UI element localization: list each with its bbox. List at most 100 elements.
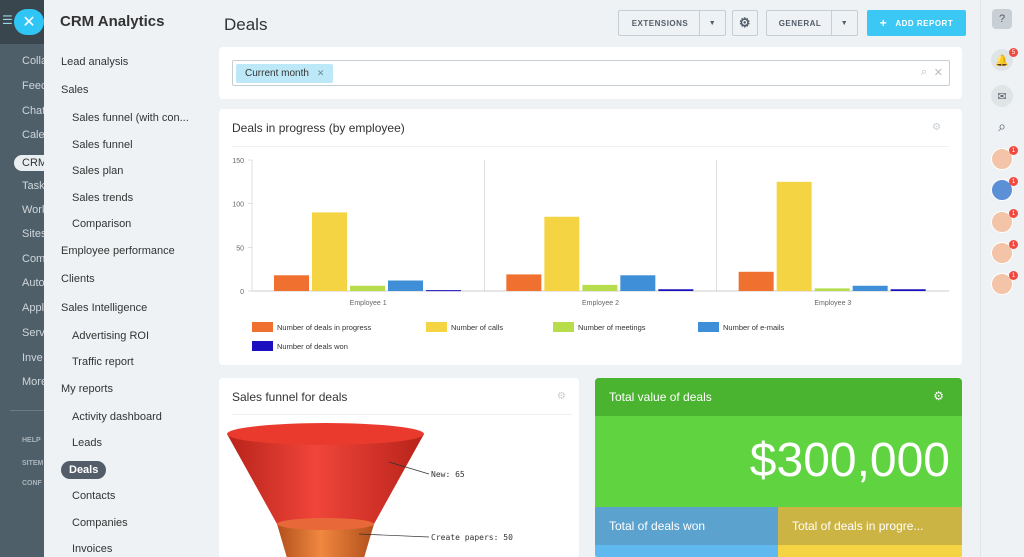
portal-menu-item[interactable]: Com: [22, 253, 44, 265]
sidebar-item[interactable]: Comparison: [72, 218, 132, 230]
analytics-sidebar: CRM Analytics Lead analysis Sales Sales fu…: [44, 0, 205, 557]
portal-menu-item[interactable]: Work: [22, 204, 44, 216]
plus-icon: +: [879, 16, 888, 30]
close-icon: ✕: [22, 14, 36, 31]
widget-header: Total value of deals ⚙: [595, 378, 962, 416]
funnel-stage-create-papers[interactable]: [277, 524, 374, 557]
contact-avatar[interactable]: [991, 179, 1013, 201]
sidebar-item[interactable]: Employee performance: [61, 245, 175, 257]
legend-swatch: [553, 322, 574, 332]
bar-chart: 0 50 100 150 Employee 1 Employee 2 Employee 3 N…: [232, 158, 949, 351]
messages-icon[interactable]: ✉: [991, 85, 1013, 107]
widget-settings-icon[interactable]: ⚙: [557, 391, 566, 402]
sidebar-item[interactable]: Lead analysis: [61, 56, 129, 68]
chevron-down-icon[interactable]: ▼: [831, 11, 857, 35]
sidebar-item[interactable]: Invoices: [72, 543, 113, 555]
chevron-down-icon[interactable]: ▼: [699, 11, 725, 35]
portal-menu-footer-item[interactable]: HELP: [22, 437, 41, 444]
filter-input[interactable]: Current month ✕ ⌕ ✕: [232, 60, 950, 86]
close-slider-button[interactable]: ✕: [14, 9, 44, 35]
sidebar-item[interactable]: Contacts: [72, 490, 116, 502]
portal-menu-item[interactable]: Inve: [22, 352, 43, 364]
filter-chip[interactable]: Current month ✕: [236, 64, 334, 83]
bar-number-of-meetings: [582, 284, 618, 291]
notification-badge: 5: [1009, 48, 1018, 57]
sidebar-item[interactable]: Sales funnel (with con...: [72, 112, 189, 124]
general-label: GENERAL: [778, 18, 822, 28]
add-report-button[interactable]: + ADD REPORT: [867, 10, 966, 36]
widget-settings-icon[interactable]: ⚙: [933, 389, 944, 403]
bell-icon[interactable]: 🔔: [991, 49, 1013, 71]
legend-swatch: [252, 341, 273, 351]
bar-number-of-deals-in-progress: [274, 275, 309, 291]
widget-settings-icon[interactable]: ⚙: [932, 122, 941, 133]
contact-avatar[interactable]: [991, 148, 1013, 170]
sidebar-item[interactable]: Sales trends: [72, 192, 134, 204]
sidebar-item[interactable]: My reports: [61, 383, 113, 395]
portal-menu-item[interactable]: Chat: [22, 105, 44, 117]
search-icon[interactable]: ⌕: [998, 117, 1006, 134]
sidebar-item[interactable]: Leads: [72, 437, 102, 449]
deals-in-progress-tile[interactable]: Total of deals in progre...: [778, 507, 962, 557]
sidebar-item[interactable]: Sales: [61, 84, 89, 96]
tile-footer: [778, 545, 962, 557]
sidebar-item[interactable]: Clients: [61, 273, 95, 285]
sidebar-title: CRM Analytics: [60, 13, 165, 30]
widget-title: Sales funnel for deals: [232, 390, 348, 404]
sidebar-item[interactable]: Sales Intelligence: [61, 302, 148, 314]
portal-menu-footer-item[interactable]: SITEM: [22, 460, 44, 467]
settings-button[interactable]: ⚙: [732, 10, 758, 36]
avatar-badge: 1: [1009, 177, 1018, 186]
portal-menu-item[interactable]: Task: [22, 180, 44, 192]
deals-won-tile[interactable]: Total of deals won: [595, 507, 778, 557]
avatar-badge: 1: [1009, 209, 1018, 218]
portal-menu-item[interactable]: Serv: [22, 327, 44, 339]
portal-menu-item[interactable]: More: [22, 376, 44, 388]
funnel-stage-new[interactable]: [227, 434, 424, 524]
portal-menu-item[interactable]: Cale: [22, 129, 44, 141]
extensions-button[interactable]: EXTENSIONS ▼: [618, 10, 726, 36]
portal-menu-item[interactable]: Sites: [22, 228, 44, 240]
clear-icon[interactable]: ✕: [933, 67, 943, 79]
y-tick-label: 150: [232, 158, 244, 165]
sidebar-item[interactable]: Sales plan: [72, 165, 124, 177]
deals-chart-widget: Deals in progress (by employee) ⚙ 0 50 100…: [219, 109, 962, 365]
legend-label: Number of deals won: [277, 342, 348, 351]
tile-footer: [595, 545, 778, 557]
remove-chip-icon[interactable]: ✕: [316, 68, 325, 78]
sidebar-item[interactable]: Traffic report: [72, 356, 134, 368]
x-tick-label: Employee 3: [814, 300, 851, 307]
portal-menu-footer-item[interactable]: CONF: [22, 480, 42, 487]
portal-menu-item[interactable]: Colla: [22, 55, 44, 67]
widget-title: Deals in progress (by employee): [232, 121, 405, 135]
total-value: $300,000: [749, 434, 950, 487]
portal-left-menu: ☰ ✕ Colla Feec Chat Cale CRM Task Work Sites Com…: [0, 0, 44, 557]
contact-avatar[interactable]: [991, 242, 1013, 264]
sidebar-item[interactable]: Sales funnel: [72, 139, 133, 151]
x-tick-label: Employee 2: [582, 300, 619, 307]
bar-number-of-calls: [544, 216, 580, 291]
general-button[interactable]: GENERAL ▼: [766, 10, 858, 36]
search-icon[interactable]: ⌕: [920, 66, 927, 78]
legend-label: Number of calls: [451, 323, 503, 332]
right-rail: ? 🔔 5 ✉ ⌕ 1 1 1 1 1: [980, 0, 1024, 557]
sidebar-item[interactable]: Deals: [61, 461, 107, 479]
bar-number-of-deals-won: [658, 289, 694, 291]
contact-avatar[interactable]: [991, 273, 1013, 295]
sidebar-item[interactable]: Advertising ROI: [72, 330, 150, 342]
sidebar-item[interactable]: Companies: [72, 517, 128, 529]
portal-menu-item[interactable]: CRM: [14, 155, 44, 171]
legend-swatch: [698, 322, 719, 332]
filter-chip-label: Current month: [245, 68, 309, 79]
bar-number-of-deals-in-progress: [738, 271, 774, 291]
help-icon[interactable]: ?: [992, 9, 1012, 29]
sidebar-item[interactable]: Activity dashboard: [72, 411, 162, 423]
portal-menu-item[interactable]: Feec: [22, 80, 44, 92]
widget-divider: [232, 414, 572, 415]
portal-menu-item[interactable]: Auto: [22, 277, 44, 289]
gear-icon: ⚙: [738, 15, 752, 30]
bar-number-of-e-mails: [388, 280, 423, 291]
portal-menu-item[interactable]: Appl: [22, 302, 44, 314]
menu-burger-icon[interactable]: ☰: [2, 13, 13, 27]
contact-avatar[interactable]: [991, 211, 1013, 233]
